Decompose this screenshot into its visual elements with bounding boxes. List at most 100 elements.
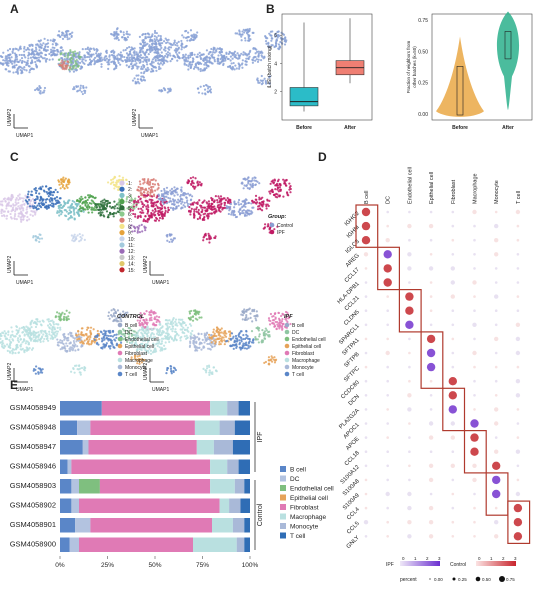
dotplot-dot <box>386 210 390 214</box>
umap-point <box>199 183 202 186</box>
umap-point <box>145 205 148 208</box>
umap-point <box>157 194 160 197</box>
umap-point <box>276 193 279 196</box>
umap-point <box>198 181 201 184</box>
umap-point <box>186 202 190 206</box>
umap-point <box>75 63 79 66</box>
umap-point <box>136 331 139 334</box>
umap-point <box>242 333 245 337</box>
umap-point <box>19 216 22 219</box>
umap-point <box>76 345 79 348</box>
dotplot-dot <box>494 436 498 439</box>
umap-point <box>15 218 18 221</box>
umap-point <box>61 49 64 52</box>
umap-point <box>98 337 101 341</box>
umap-point <box>155 323 158 327</box>
umap-point <box>46 45 50 49</box>
umap-point <box>285 319 288 322</box>
umap-point <box>135 205 138 208</box>
umap-point <box>97 59 100 63</box>
umap-point <box>10 326 13 329</box>
umap-point <box>247 342 250 345</box>
umap-point <box>196 184 199 187</box>
umap-point <box>49 48 53 51</box>
umap-point <box>182 204 185 207</box>
umap-point <box>208 371 211 374</box>
umap-point <box>132 345 135 348</box>
umap-point <box>209 51 212 54</box>
umap-point <box>175 42 179 45</box>
umap-point <box>26 219 29 222</box>
umap-point <box>141 188 144 191</box>
umap-point <box>61 339 64 343</box>
umap-point <box>33 53 36 56</box>
umap-point <box>243 347 247 350</box>
umap-point <box>242 187 245 190</box>
umap-point <box>79 239 82 242</box>
umap-point <box>54 44 58 47</box>
umap-ipf-cluster <box>250 326 271 344</box>
umap-point <box>160 193 164 196</box>
umap-a2-cluster <box>202 46 226 65</box>
umap-point <box>107 311 111 314</box>
umap-point <box>186 31 190 34</box>
umap-point <box>149 38 152 41</box>
umap-point <box>39 371 42 374</box>
umap-point <box>251 320 254 323</box>
umap-point <box>96 341 99 344</box>
violin-frame <box>431 13 533 121</box>
umap-point <box>100 346 103 349</box>
umap-point <box>261 55 264 58</box>
umap-point <box>78 56 81 59</box>
umap-point <box>138 231 141 234</box>
umap-point <box>69 216 72 219</box>
umap-point <box>285 317 288 320</box>
umap-point <box>45 57 49 61</box>
umap-point <box>7 210 10 213</box>
umap-point <box>54 42 57 45</box>
violin-y-tick: 0.25 <box>418 81 428 87</box>
dotplot-dot <box>494 294 499 299</box>
dotplot-dot <box>516 224 520 228</box>
umap-point <box>59 210 62 213</box>
umap-c1-cluster <box>70 232 86 243</box>
umap-point <box>245 214 248 217</box>
panel-label-b: B <box>266 2 275 16</box>
umap-point <box>246 178 249 181</box>
umap-point <box>128 338 132 341</box>
umap-point <box>149 181 152 184</box>
umap-c1-cluster <box>129 223 147 234</box>
dotplot-dot <box>364 450 368 454</box>
umap-point <box>106 202 109 205</box>
umap-point <box>209 348 212 351</box>
umap-point <box>246 308 249 311</box>
umap-point <box>83 91 87 95</box>
umap-point <box>115 64 118 67</box>
umap-point <box>158 43 161 46</box>
umap-point <box>218 50 221 54</box>
umap-point <box>171 327 175 330</box>
umap-point <box>23 60 26 63</box>
umap-point <box>17 205 20 208</box>
umap-point <box>245 333 248 336</box>
umap-point <box>255 319 258 322</box>
umap-point <box>139 336 142 339</box>
umap-point <box>46 42 50 45</box>
umap-point <box>78 337 81 340</box>
umap-point <box>14 201 17 204</box>
umap-point <box>160 51 163 54</box>
umap-point <box>103 215 106 218</box>
umap-point <box>223 343 226 346</box>
umap-point <box>168 200 171 204</box>
umap-point <box>93 56 97 59</box>
umap-point <box>170 200 173 203</box>
umap-point <box>231 57 234 60</box>
umap-point <box>218 197 221 200</box>
umap-point <box>101 333 105 336</box>
umap-point <box>49 197 52 200</box>
umap-point <box>152 342 155 345</box>
umap-point <box>188 209 191 212</box>
umap-point <box>179 318 182 321</box>
umap-point <box>116 309 120 312</box>
umap-point <box>214 210 217 213</box>
